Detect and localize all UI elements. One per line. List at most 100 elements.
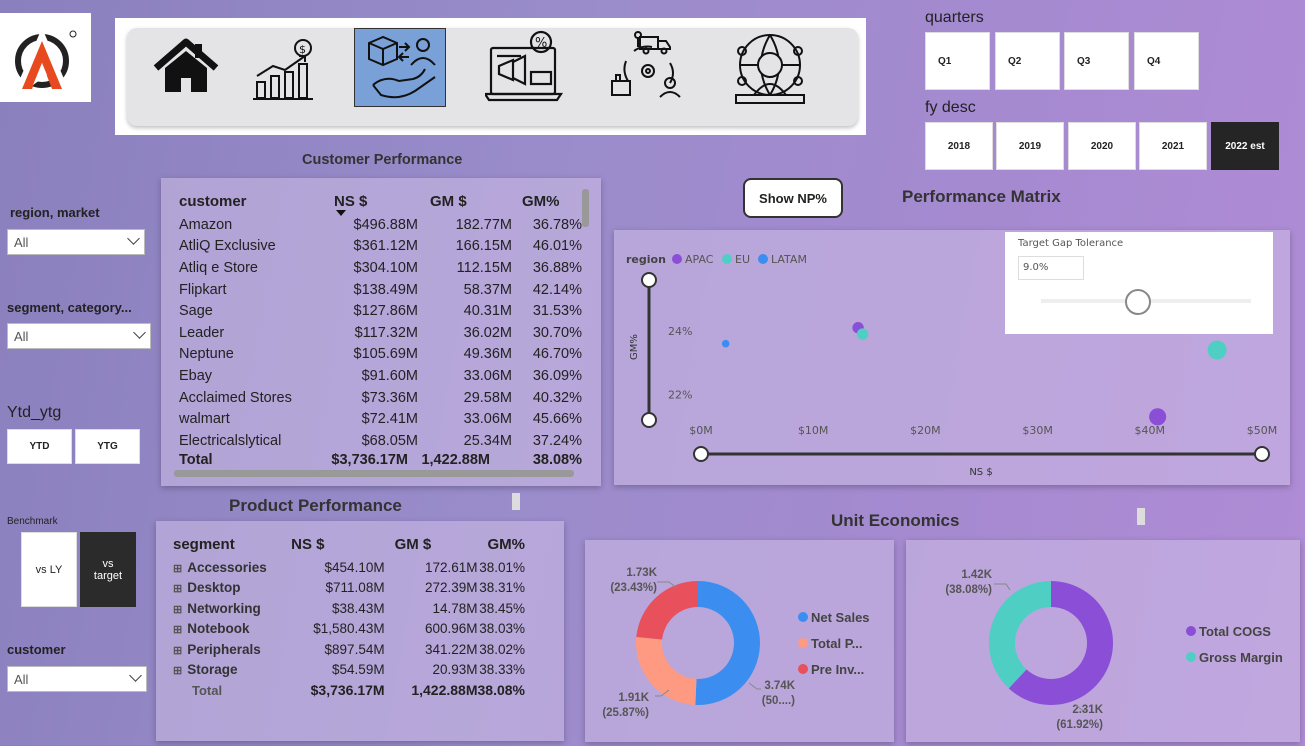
col-gm[interactable]: GM $ bbox=[430, 192, 467, 210]
col-ns[interactable]: NS $ bbox=[291, 535, 325, 553]
col-ns[interactable]: NS $ bbox=[324, 188, 418, 216]
fy-2018-button[interactable]: 2018 bbox=[925, 122, 993, 170]
gm-pct-value: 40.32% bbox=[532, 389, 582, 406]
data-label-pct: (23.43%) bbox=[610, 582, 657, 594]
table-row[interactable]: ⊞ Peripherals $897.54M 341.22M 38.02% bbox=[173, 639, 543, 660]
gm-value: 112.15M bbox=[456, 259, 512, 276]
nav-home-button[interactable] bbox=[151, 34, 221, 104]
tolerance-slider-handle[interactable] bbox=[1125, 289, 1151, 315]
donut-slice[interactable] bbox=[695, 581, 760, 705]
expand-icon[interactable]: ⊞ bbox=[173, 583, 183, 596]
donut-slice[interactable] bbox=[1008, 581, 1113, 705]
ytg-button[interactable]: YTG bbox=[75, 429, 140, 464]
col-gm-pct[interactable]: GM% bbox=[487, 535, 526, 553]
nav-customer-product-button[interactable] bbox=[354, 28, 446, 107]
gm-pct-value: 46.70% bbox=[532, 346, 582, 363]
data-label-value: 3.74K bbox=[764, 680, 795, 692]
vs-ly-button[interactable]: vs LY bbox=[21, 532, 77, 607]
expand-icon[interactable]: ⊞ bbox=[173, 665, 183, 678]
table-row[interactable]: ⊞ Storage $54.59M 20.93M 38.33% bbox=[173, 660, 543, 681]
nav-sales-button[interactable]: $ bbox=[253, 36, 317, 106]
target-gap-tolerance-input[interactable]: 9.0% bbox=[1018, 256, 1084, 280]
nav-executive-button[interactable] bbox=[730, 31, 810, 109]
unit-economics-title: Unit Economics bbox=[831, 511, 960, 530]
table-row[interactable]: Amazon $496.88M 182.77M 36.78% bbox=[179, 214, 582, 236]
company-logo bbox=[0, 13, 91, 102]
gm-value: 166.15M bbox=[455, 238, 512, 255]
scatter-point[interactable] bbox=[1207, 340, 1227, 360]
fy-2019-button[interactable]: 2019 bbox=[996, 122, 1064, 170]
col-customer[interactable]: customer bbox=[179, 192, 247, 210]
table-row[interactable]: ⊞ Desktop $711.08M 272.39M 38.31% bbox=[173, 578, 543, 599]
region-market-dropdown[interactable]: All bbox=[7, 229, 145, 255]
product-exchange-icon bbox=[368, 35, 436, 99]
leader-line bbox=[655, 689, 670, 697]
customer-dropdown[interactable]: All bbox=[7, 666, 147, 692]
expand-icon[interactable]: ⊞ bbox=[173, 603, 183, 616]
leader-line bbox=[994, 583, 1011, 591]
y-slider-handle-top[interactable] bbox=[641, 272, 657, 288]
scatter-point[interactable] bbox=[721, 339, 730, 348]
nav-marketing-button[interactable]: % bbox=[482, 28, 565, 106]
ytd-button[interactable]: YTD bbox=[7, 429, 72, 464]
ns-value: $72.41M bbox=[361, 411, 418, 428]
donut-slice[interactable] bbox=[989, 581, 1051, 689]
donut-slice[interactable] bbox=[636, 581, 698, 640]
y-axis-label: GM% bbox=[629, 334, 640, 360]
expand-icon[interactable]: ⊞ bbox=[173, 624, 183, 637]
data-label-pct: (50....) bbox=[762, 695, 795, 707]
nav-supply-chain-button[interactable] bbox=[608, 31, 688, 107]
gm-value: 20.93M bbox=[432, 662, 478, 678]
gm-pct-value: 38.33% bbox=[479, 662, 525, 678]
quarter-q1-button[interactable]: Q1 bbox=[925, 32, 990, 90]
col-segment[interactable]: segment bbox=[173, 535, 235, 553]
table-row[interactable]: AtliQ Exclusive $361.12M 166.15M 46.01% bbox=[179, 236, 582, 258]
donut-slice[interactable] bbox=[636, 636, 697, 705]
expand-icon[interactable]: ⊞ bbox=[173, 562, 183, 575]
table-row[interactable]: ⊞ Notebook $1,580.43M 600.96M 38.03% bbox=[173, 619, 543, 640]
fy-2022-est-button[interactable]: 2022 est bbox=[1211, 122, 1279, 170]
divider-mark bbox=[512, 493, 520, 510]
fy-2021-button[interactable]: 2021 bbox=[1139, 122, 1207, 170]
quarter-q3-button[interactable]: Q3 bbox=[1064, 32, 1129, 90]
table-row[interactable]: Flipkart $138.49M 58.37M 42.14% bbox=[179, 279, 582, 301]
customer-performance-title: Customer Performance bbox=[302, 152, 463, 168]
x-slider-handle-right[interactable] bbox=[1254, 446, 1270, 462]
ns-value: $91.60M bbox=[361, 367, 418, 384]
legend-label: APAC bbox=[685, 253, 714, 266]
x-slider-handle-left[interactable] bbox=[693, 446, 709, 462]
table-row[interactable]: Ebay $91.60M 33.06M 36.09% bbox=[179, 365, 582, 387]
nav-bar: $ % bbox=[115, 18, 866, 135]
scatter-point[interactable] bbox=[1149, 408, 1167, 426]
show-np-button[interactable]: Show NP% bbox=[743, 178, 843, 218]
table-row[interactable]: Neptune $105.69M 49.36M 46.70% bbox=[179, 344, 582, 366]
fy-label: fy desc bbox=[925, 99, 976, 116]
table-row[interactable]: ⊞ Networking $38.43M 14.78M 38.45% bbox=[173, 598, 543, 619]
table-row[interactable]: Electricalslytical $68.05M 25.34M 37.24% bbox=[179, 430, 582, 452]
table-row[interactable]: Atliq e Store $304.10M 112.15M 36.88% bbox=[179, 257, 582, 279]
table-row[interactable]: ⊞ Accessories $454.10M 172.61M 38.01% bbox=[173, 557, 543, 578]
expand-icon[interactable]: ⊞ bbox=[173, 644, 183, 657]
col-gm[interactable]: GM $ bbox=[394, 535, 432, 553]
segment-category-label: segment, category... bbox=[7, 300, 132, 315]
table-row[interactable]: walmart $72.41M 33.06M 45.66% bbox=[179, 408, 582, 430]
table-row[interactable]: Leader $117.32M 36.02M 30.70% bbox=[179, 322, 582, 344]
vertical-scrollbar[interactable] bbox=[582, 189, 589, 227]
leader-line bbox=[657, 581, 678, 589]
table-row[interactable]: Sage $127.86M 40.31M 31.53% bbox=[179, 300, 582, 322]
customer-filter-label: customer bbox=[7, 642, 66, 657]
segment-category-dropdown[interactable]: All bbox=[7, 323, 151, 349]
y-slider-handle-bottom[interactable] bbox=[641, 412, 657, 428]
customer-total-row: Total $3,736.17M 1,422.88M 38.08% bbox=[179, 451, 582, 468]
horizontal-scrollbar[interactable] bbox=[174, 470, 574, 477]
gm-pct-value: 38.01% bbox=[479, 559, 525, 575]
col-gm-pct[interactable]: GM% bbox=[522, 192, 560, 210]
table-row[interactable]: Acclaimed Stores $73.36M 29.58M 40.32% bbox=[179, 387, 582, 409]
vs-target-button[interactable]: vs target bbox=[80, 532, 136, 607]
legend-label: EU bbox=[735, 253, 750, 266]
quarter-q2-button[interactable]: Q2 bbox=[995, 32, 1060, 90]
scatter-point[interactable] bbox=[856, 328, 869, 340]
quarter-q4-button[interactable]: Q4 bbox=[1134, 32, 1199, 90]
fy-2020-button[interactable]: 2020 bbox=[1068, 122, 1136, 170]
legend-marker bbox=[798, 638, 808, 648]
